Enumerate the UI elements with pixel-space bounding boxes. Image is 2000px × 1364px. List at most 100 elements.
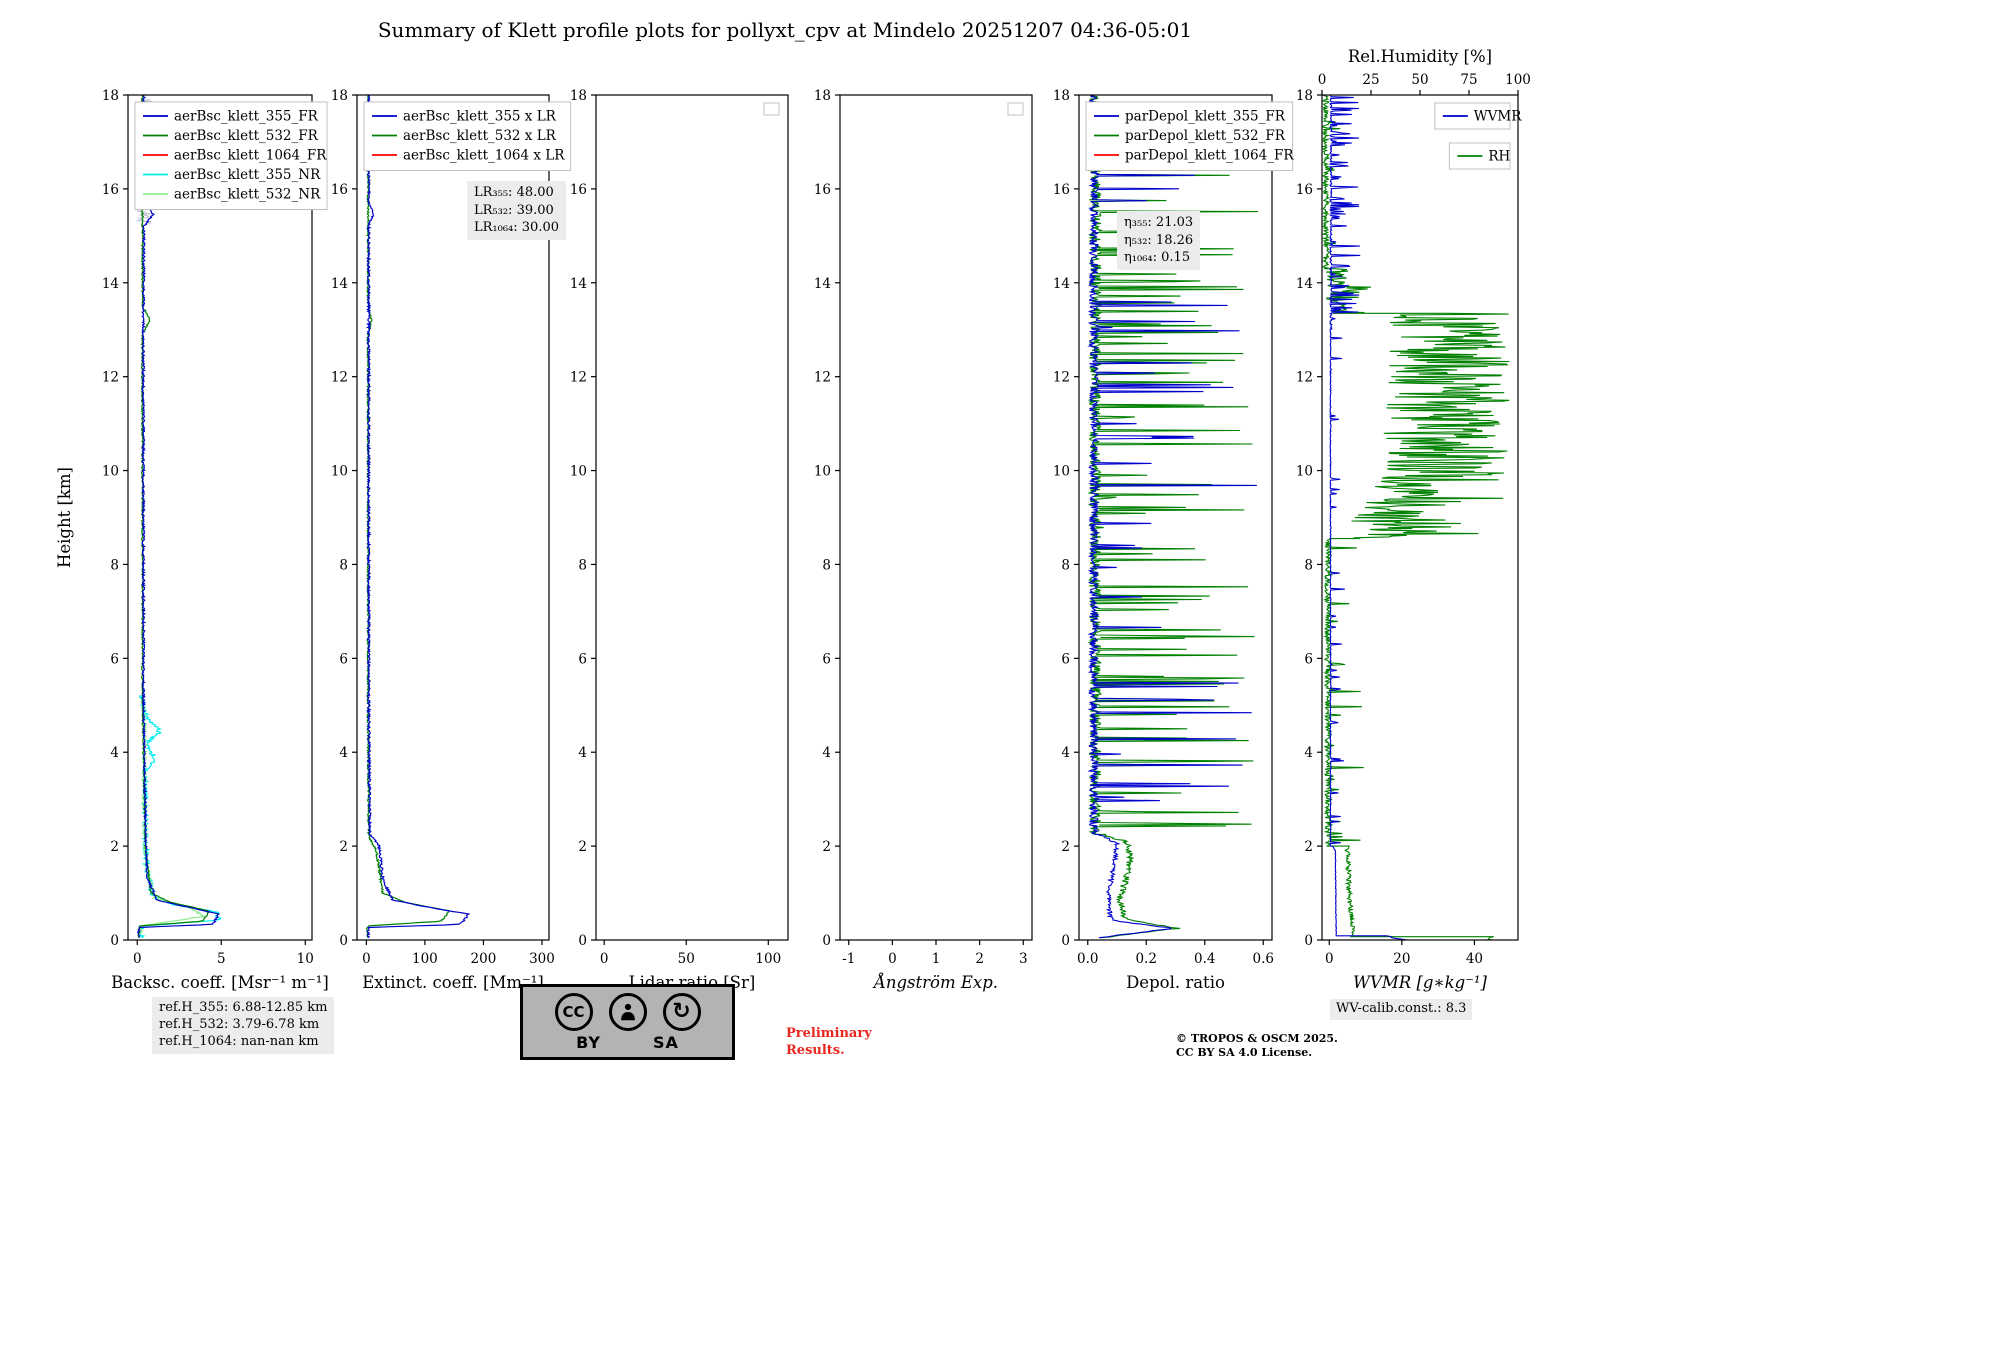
y-tick-label: 12 <box>1296 370 1313 386</box>
y-tick-label: 4 <box>110 745 119 761</box>
y-tick-label: 0 <box>1304 933 1313 949</box>
y-tick-label: 0 <box>339 933 348 949</box>
y-tick-label: 8 <box>822 557 831 573</box>
y-tick-label: 14 <box>102 276 119 292</box>
top-tick-label: 50 <box>1411 72 1428 88</box>
x-tick-label: 10 <box>297 951 314 967</box>
y-tick-label: 4 <box>822 745 831 761</box>
copyright-note: © TROPOS & OSCM 2025. CC BY SA 4.0 Licen… <box>1176 1032 1338 1060</box>
y-tick-label: 16 <box>102 182 119 198</box>
y-tick-label: 16 <box>570 182 587 198</box>
x-tick-label: 0.4 <box>1194 951 1215 967</box>
y-tick-label: 2 <box>1304 839 1313 855</box>
panel-backscatter-frame <box>127 94 313 941</box>
cc-letters: BY SA <box>576 1033 679 1052</box>
series-RH <box>1322 95 1510 940</box>
empty-legend-box <box>1007 102 1024 116</box>
legend-label: aerBsc_klett_1064_FR <box>174 148 327 164</box>
attribution-person-icon <box>608 992 647 1031</box>
panel-lidar-ratio-frame <box>595 94 789 941</box>
panel-depol-ratio-series <box>1087 95 1259 939</box>
x-tick-label: 300 <box>529 951 555 967</box>
panel-wvmr: 0 2 4 6 8 10 12 14 16 18 0 20 40 WVMR [g∗kg⁻¹] 0 25 50 75… <box>1296 47 1531 992</box>
refh-1064: ref.H_1064: nan-nan km <box>159 1033 319 1049</box>
refh-355: ref.H_355: 6.88-12.85 km <box>159 1000 328 1015</box>
y-tick-label: 4 <box>578 745 587 761</box>
y-tick-label: 8 <box>1061 557 1070 573</box>
legend-label: parDepol_klett_532_FR <box>1125 128 1286 144</box>
y-tick-label: 16 <box>1053 182 1070 198</box>
y-tick-label: 0 <box>110 933 119 949</box>
panel-depol-ratio: 0 2 4 6 8 10 12 14 16 18 0.0 0.2 0.4 0.6 Depol. ratio p… <box>1053 88 1295 992</box>
share-alike-icon: ↻ <box>662 992 701 1031</box>
x-tick-label: 100 <box>755 951 781 967</box>
x-tick-label: 100 <box>412 951 438 967</box>
y-tick-label: 2 <box>822 839 831 855</box>
panel-angstroem-frame <box>839 94 1033 941</box>
x-axis-label-angstroem: Ångström Exp. <box>872 972 998 992</box>
y-tick-label: 2 <box>110 839 119 855</box>
y-tick-label: 8 <box>339 557 348 573</box>
y-tick-label: 10 <box>331 464 348 480</box>
y-tick-label: 12 <box>814 370 831 386</box>
series-aerBsc_klett_355_FR <box>136 95 221 939</box>
y-tick-label: 10 <box>102 464 119 480</box>
y-tick-label: 10 <box>570 464 587 480</box>
empty-legend-box <box>763 102 780 116</box>
y-tick-label: 0 <box>1061 933 1070 949</box>
legend-label: aerBsc_klett_532 x LR <box>403 128 557 144</box>
y-tick-label: 6 <box>110 651 119 667</box>
y-tick-label: 4 <box>339 745 348 761</box>
top-tick-label: 0 <box>1318 72 1327 88</box>
panel-extinction-series <box>365 95 471 939</box>
x-tick-label: 200 <box>471 951 497 967</box>
y-tick-label: 4 <box>1304 745 1313 761</box>
panel-wvmr-frame <box>1321 94 1519 941</box>
legend-label: aerBsc_klett_1064 x LR <box>403 148 565 164</box>
figure-title: Summary of Klett profile plots for polly… <box>377 18 1193 42</box>
top-tick-label: 100 <box>1505 72 1531 88</box>
top-tick-label: 25 <box>1362 72 1379 88</box>
x-tick-label: 50 <box>678 951 695 967</box>
y-tick-label: 8 <box>578 557 587 573</box>
y-tick-label: 18 <box>102 88 119 104</box>
legend-label: aerBsc_klett_532_FR <box>174 128 319 144</box>
x-axis-label-wvmr: WVMR [g∗kg⁻¹] <box>1353 973 1488 992</box>
y-tick-label: 2 <box>578 839 587 855</box>
y-tick-label: 18 <box>1296 88 1313 104</box>
y-tick-label: 10 <box>1053 464 1070 480</box>
series-aerBsc_klett_532_x_LR <box>365 95 449 939</box>
wv-calibration-annotation: WV-calib.const.: 8.3 <box>1330 999 1473 1020</box>
panel-wvmr-series <box>1322 95 1510 940</box>
y-tick-label: 18 <box>1053 88 1070 104</box>
x-axis-label-extinction: Extinct. coeff. [Mm⁻¹] <box>362 973 544 992</box>
panel-extinction-frame <box>356 94 550 941</box>
y-tick-label: 6 <box>1061 651 1070 667</box>
x-tick-label: 0 <box>133 951 142 967</box>
legend-label: aerBsc_klett_355 x LR <box>403 109 557 125</box>
x-tick-label: 0 <box>362 951 371 967</box>
panel-backscatter-series <box>135 95 222 939</box>
x-tick-label: -1 <box>842 951 855 967</box>
y-tick-label: 8 <box>1304 557 1313 573</box>
legend-label: RH <box>1488 149 1510 165</box>
series-aerBsc_klett_532_NR <box>136 695 206 939</box>
y-tick-label: 6 <box>1304 651 1313 667</box>
cc-by-sa-badge: CC ↻ BY SA <box>520 984 735 1060</box>
y-tick-label: 10 <box>1296 464 1313 480</box>
y-tick-label: 2 <box>339 839 348 855</box>
y-tick-label: 0 <box>578 933 587 949</box>
legend-label: aerBsc_klett_355_FR <box>174 109 319 125</box>
x-tick-label: 40 <box>1466 951 1483 967</box>
y-tick-label: 14 <box>570 276 587 292</box>
y-tick-label: 6 <box>339 651 348 667</box>
x-tick-label: 0 <box>1325 951 1334 967</box>
y-tick-label: 18 <box>331 88 348 104</box>
cc-icon-row: CC ↻ <box>554 992 701 1031</box>
legend-label: aerBsc_klett_532_NR <box>174 187 321 203</box>
y-tick-label: 16 <box>331 182 348 198</box>
x-tick-label: 1 <box>932 951 941 967</box>
reference-height-annotation: ref.H_355: 6.88-12.85 km ref.H_532: 3.79… <box>152 997 335 1054</box>
series-aerBsc_klett_355_x_LR <box>365 95 471 939</box>
